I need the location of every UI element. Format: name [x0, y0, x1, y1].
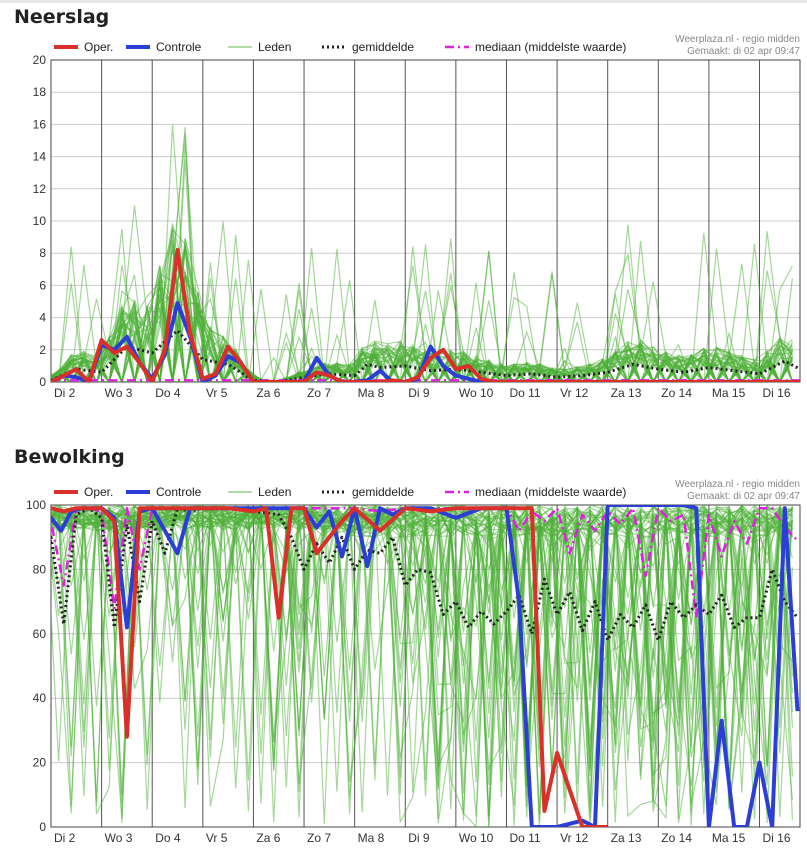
day-label: Di 9 — [408, 831, 430, 845]
day-label: Wo 3 — [105, 386, 133, 400]
legend-label-median: mediaan (middelste waarde) — [475, 40, 626, 54]
y-tick-label: 4 — [39, 311, 46, 325]
leden-line — [51, 271, 793, 382]
legend-label-mean: gemiddelde — [352, 40, 414, 54]
day-label: Zo 14 — [661, 386, 692, 400]
created-label: Gemaakt: di 02 apr 09:47 — [687, 491, 800, 502]
leden-group — [51, 124, 800, 382]
day-label: Wo 3 — [105, 831, 133, 845]
source-label: Weerplaza.nl - regio midden — [675, 34, 800, 45]
y-tick-label: 80 — [33, 562, 47, 576]
chart-neerslag: 0 2 4 6 8 10 12 14 16 18 20 Di 2 Wo 3 Do 4 Vr 5 Za 6 Zo … — [33, 34, 801, 400]
leden-line — [51, 248, 793, 382]
day-label: Vr 12 — [560, 831, 589, 845]
y-tick-label: 0 — [39, 820, 46, 834]
day-label: Do 11 — [509, 386, 540, 400]
leden-group — [51, 505, 800, 827]
leden-line — [51, 275, 793, 382]
legend-label-leden: Leden — [258, 485, 291, 499]
leden-line — [51, 505, 793, 824]
chart-title-neerslag: Neerslag — [14, 6, 110, 28]
y-tick-label: 2 — [39, 343, 46, 357]
day-label: Di 2 — [54, 386, 76, 400]
series-line-controle — [51, 505, 800, 827]
legend-label-oper: Oper. — [84, 40, 113, 54]
legend: Oper. Controle Leden gemiddelde mediaan (mid… — [54, 485, 626, 499]
legend-label-leden: Leden — [258, 40, 291, 54]
y-tick-label: 16 — [33, 117, 47, 131]
series-line-mean — [51, 329, 800, 382]
day-label: Wo 10 — [459, 386, 494, 400]
legend-label-mean: gemiddelde — [352, 485, 414, 499]
chart-title-bewolking: Bewolking — [14, 446, 125, 468]
top-bar — [0, 0, 807, 3]
day-label: Do 4 — [155, 386, 181, 400]
day-label: Vr 5 — [206, 386, 228, 400]
legend: Oper. Controle Leden gemiddelde mediaan (mid… — [54, 40, 626, 54]
day-label: Za 13 — [611, 386, 642, 400]
y-tick-label: 0 — [39, 375, 46, 389]
legend-label-oper: Oper. — [84, 485, 113, 499]
y-tick-label: 100 — [26, 498, 46, 512]
leden-line — [51, 264, 793, 382]
y-tick-label: 14 — [33, 150, 47, 164]
day-label: Di 16 — [763, 831, 791, 845]
series-line-oper — [51, 248, 800, 382]
day-label: Di 16 — [763, 386, 791, 400]
day-label: Ma 8 — [358, 831, 385, 845]
y-tick-label: 10 — [33, 214, 47, 228]
day-label: Wo 10 — [459, 831, 494, 845]
day-label: Do 11 — [509, 831, 540, 845]
legend-label-controle: Controle — [156, 485, 202, 499]
day-label: Zo 7 — [307, 386, 331, 400]
legend-label-controle: Controle — [156, 40, 202, 54]
leden-line — [51, 505, 793, 767]
y-tick-label: 8 — [39, 246, 46, 260]
day-label: Ma 15 — [712, 831, 746, 845]
leden-line — [51, 266, 793, 382]
plot-frame — [50, 504, 801, 828]
leden-line — [51, 251, 793, 382]
series-line-oper — [51, 506, 608, 827]
day-label: Za 6 — [256, 386, 280, 400]
chart-bewolking: 0 20 40 60 80 100 Di 2 Wo 3 Do 4 Vr 5 Za 6 Zo 7 Ma 8… — [26, 479, 801, 845]
y-tick-label: 12 — [33, 182, 47, 196]
day-label: Di 2 — [54, 831, 76, 845]
y-tick-label: 18 — [33, 85, 47, 99]
legend-label-median: mediaan (middelste waarde) — [475, 485, 626, 499]
y-tick-label: 6 — [39, 278, 46, 292]
day-label: Za 6 — [256, 831, 280, 845]
day-label: Vr 12 — [560, 386, 589, 400]
day-label: Di 9 — [408, 386, 430, 400]
y-tick-label: 20 — [33, 756, 47, 770]
series-line-median — [51, 506, 799, 619]
leden-line — [51, 505, 793, 827]
source-label: Weerplaza.nl - regio midden — [675, 479, 800, 490]
y-tick-label: 20 — [33, 53, 47, 67]
day-label: Zo 14 — [661, 831, 692, 845]
day-label: Ma 8 — [358, 386, 385, 400]
day-label: Za 13 — [611, 831, 642, 845]
day-label: Ma 15 — [712, 386, 746, 400]
day-label: Vr 5 — [206, 831, 228, 845]
y-tick-label: 60 — [33, 627, 47, 641]
day-label: Do 4 — [155, 831, 181, 845]
day-label: Zo 7 — [307, 831, 331, 845]
leden-line — [51, 228, 793, 382]
y-tick-label: 40 — [33, 691, 47, 705]
created-label: Gemaakt: di 02 apr 09:47 — [687, 46, 800, 57]
